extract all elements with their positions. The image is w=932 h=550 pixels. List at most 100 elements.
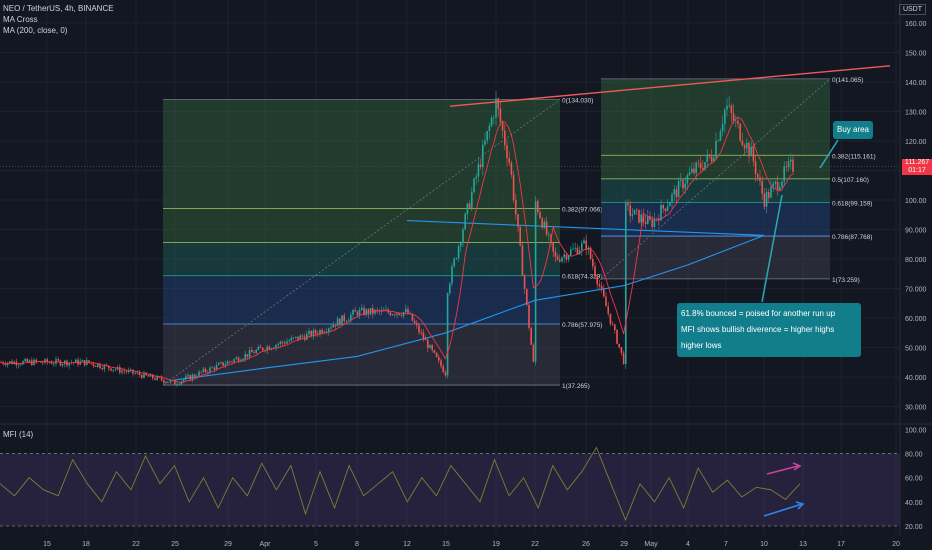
candle-body — [737, 120, 739, 124]
candle-body — [407, 308, 409, 314]
candle-body — [416, 323, 418, 326]
candle-body — [202, 368, 205, 373]
candle-body — [363, 307, 365, 316]
x-tick-label: 13 — [799, 541, 807, 548]
candle-body — [211, 367, 213, 369]
candle-body — [411, 313, 414, 321]
candle-body — [152, 374, 154, 379]
candle-body — [508, 158, 510, 163]
candle-body — [519, 226, 521, 246]
candle-body — [790, 159, 792, 162]
candle-body — [420, 332, 422, 333]
candle-body — [266, 346, 268, 351]
divergence-arrow-bottom — [763, 503, 803, 517]
mfi-y-tick-label: 80.00 — [905, 452, 923, 459]
buy-area-callout[interactable]: Buy area — [833, 121, 873, 139]
candle-body — [625, 203, 627, 365]
last-price-countdown: 01:17 — [908, 167, 926, 174]
candle-body — [686, 175, 689, 184]
analysis-note-callout[interactable]: 61.8% bounced = poised for another run u… — [677, 303, 861, 357]
candle-body — [675, 189, 678, 198]
x-tick-label: 15 — [43, 541, 51, 548]
ma200-legend[interactable]: MA (200, close, 0) — [3, 26, 68, 35]
candle-body — [574, 247, 576, 249]
candle-body — [81, 360, 84, 362]
candle-body — [636, 209, 638, 211]
candle-body — [354, 310, 356, 312]
candle-body — [321, 329, 323, 334]
candle-body — [699, 163, 702, 168]
candle-body — [651, 219, 653, 227]
candle-body — [372, 307, 374, 314]
candle-body — [189, 375, 191, 380]
candle-body — [255, 350, 257, 354]
y-tick-label: 70.000 — [905, 287, 927, 294]
candle-body — [149, 374, 152, 377]
candle-body — [154, 378, 156, 380]
candle-body — [310, 331, 312, 337]
candle-body — [466, 203, 469, 214]
candle-body — [506, 145, 508, 159]
ma-cross-legend[interactable]: MA Cross — [3, 15, 38, 24]
mfi-y-tick-label: 60.00 — [905, 476, 923, 483]
candle-body — [288, 340, 290, 342]
candle-body — [125, 371, 128, 373]
candle-body — [224, 364, 227, 366]
candle-body — [609, 313, 612, 324]
candle-body — [413, 320, 416, 324]
y-tick-label: 160.00 — [905, 21, 927, 28]
candle-body — [200, 371, 202, 373]
candle-body — [398, 313, 400, 316]
buy-area-pointer — [819, 139, 839, 169]
candle-body — [512, 174, 515, 201]
candle-body — [220, 362, 222, 364]
candle-body — [268, 346, 271, 350]
trendline[interactable] — [449, 65, 891, 107]
candle-body — [460, 242, 462, 247]
fib-level-label: 0.382(115.161) — [832, 153, 876, 160]
candle-series — [0, 90, 794, 387]
mfi-legend[interactable]: MFI (14) — [3, 430, 34, 439]
candle-body — [475, 176, 477, 179]
x-tick-label: 10 — [760, 541, 768, 548]
candle-body — [314, 330, 317, 334]
candle-body — [732, 113, 735, 121]
candle-body — [281, 341, 284, 343]
candle-body — [400, 315, 403, 316]
x-tick-label: 26 — [582, 541, 590, 548]
y-tick-label: 80.000 — [905, 257, 927, 264]
candle-body — [11, 361, 13, 365]
candle-body — [444, 372, 447, 376]
candle-body — [99, 364, 101, 369]
candle-body — [347, 319, 350, 321]
candle-body — [284, 342, 286, 344]
candle-body — [396, 313, 398, 316]
candle-body — [306, 333, 308, 340]
candle-body — [493, 117, 495, 119]
x-tick-label: 5 — [314, 541, 318, 548]
candle-body — [380, 309, 383, 312]
symbol-legend[interactable]: NEO / TetherUS, 4h, BINANCE — [3, 4, 114, 13]
candle-body — [655, 218, 658, 219]
candle-body — [721, 123, 724, 132]
candle-body — [673, 189, 675, 195]
candle-body — [182, 379, 185, 382]
candle-body — [471, 192, 473, 208]
x-tick-label: 7 — [724, 541, 728, 548]
candle-body — [688, 172, 691, 176]
candle-body — [103, 364, 106, 370]
currency-badge[interactable]: USDT — [898, 4, 926, 15]
candle-body — [405, 308, 407, 313]
ma200-path — [174, 220, 765, 381]
resistance-trendline — [449, 65, 891, 107]
candle-body — [783, 166, 785, 182]
candle-body — [262, 347, 264, 351]
candle-body — [9, 361, 11, 363]
candle-body — [644, 221, 647, 224]
candle-body — [248, 350, 251, 357]
candle-body — [706, 154, 708, 163]
candle-body — [24, 359, 26, 362]
candle-body — [517, 214, 519, 227]
candle-body — [301, 335, 304, 337]
